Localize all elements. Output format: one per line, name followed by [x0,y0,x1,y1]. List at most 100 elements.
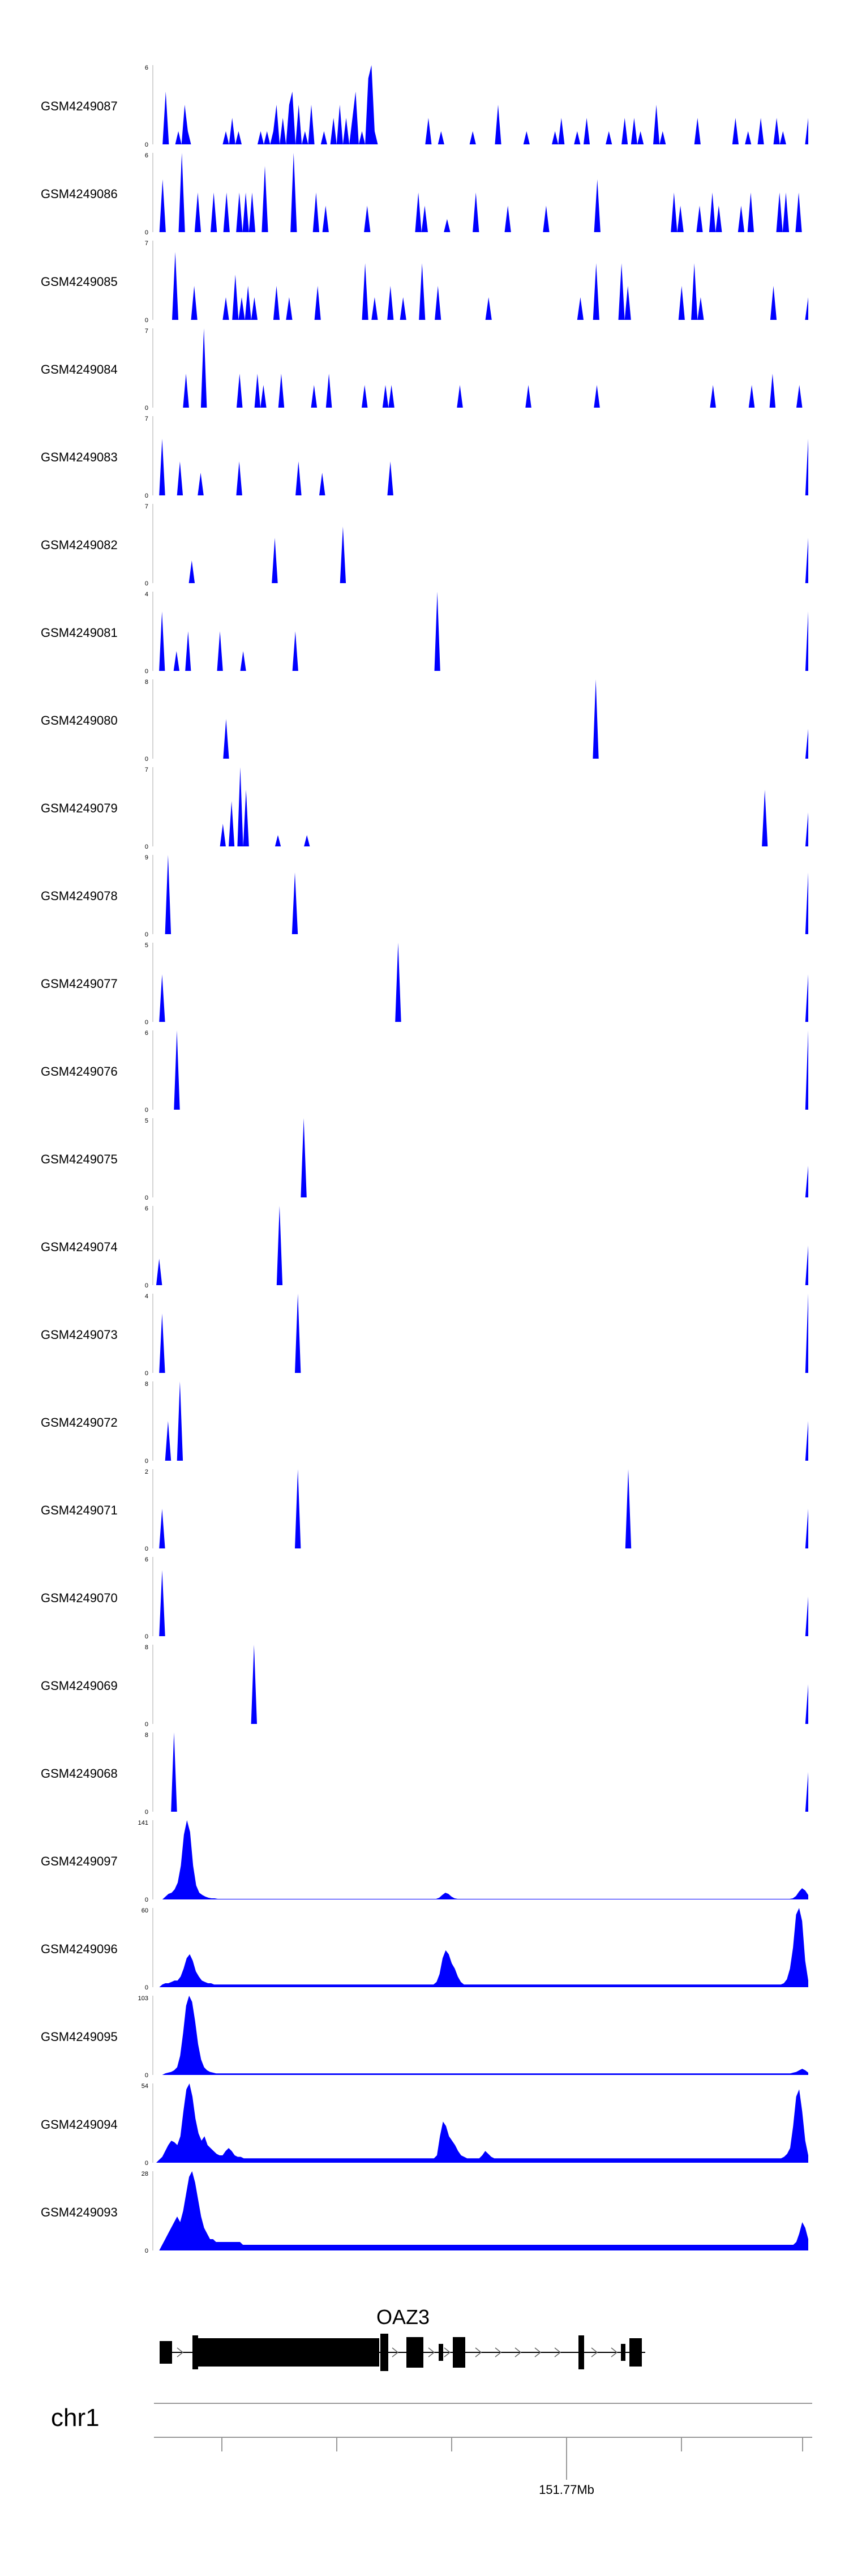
gene-exon [621,2344,625,2361]
coverage-area [156,855,808,934]
track-ymax-label: 5 [145,1118,148,1124]
track-zero-label: 0 [145,668,148,675]
track-ymax-label: 7 [145,767,148,773]
track-zero-label: 0 [145,931,148,938]
coverage-area [156,1645,808,1724]
coverage-track: GSM4249094 54 0 [41,2083,808,2167]
track-ymax-label: 2 [145,1469,148,1475]
coverage-area [156,1118,808,1197]
chromosome-ideogram: chr1 151.77Mb [51,2403,812,2497]
track-zero-label: 0 [145,1633,148,1640]
intron-arrow [495,2347,502,2357]
track-zero-label: 0 [145,317,148,324]
coverage-track: GSM4249078 9 0 [41,854,808,938]
coverage-area [156,153,808,232]
track-zero-label: 0 [145,1546,148,1552]
track-zero-label: 0 [145,844,148,850]
track-label: GSM4249076 [41,1064,118,1079]
coverage-track: GSM4249085 7 0 [41,240,808,324]
axis-tick-label: 151.77Mb [539,2483,594,2497]
coverage-track: GSM4249080 8 0 [41,679,808,763]
coverage-area [156,767,808,846]
gene-exon [629,2338,642,2367]
coverage-area [156,592,808,671]
track-label: GSM4249070 [41,1591,118,1605]
track-label: GSM4249083 [41,450,118,464]
track-ymax-label: 8 [145,1732,148,1739]
track-label: GSM4249094 [41,2117,118,2132]
coverage-track: GSM4249095 103 0 [41,1995,808,2079]
coverage-area [156,2171,808,2250]
coverage-track: GSM4249072 8 0 [41,1381,808,1465]
gene-exon [160,2341,172,2364]
coverage-area [156,943,808,1022]
gene-exon [406,2337,423,2368]
track-zero-label: 0 [145,405,148,412]
track-zero-label: 0 [145,1721,148,1728]
track-zero-label: 0 [145,1897,148,1903]
track-ymax-label: 8 [145,679,148,686]
track-label: GSM4249096 [41,1942,118,1956]
gene-model: OAZ3 [160,2305,645,2371]
coverage-area [156,1294,808,1373]
coverage-area [156,679,808,759]
track-zero-label: 0 [145,229,148,236]
coverage-area [156,1469,808,1548]
track-zero-label: 0 [145,2248,148,2254]
coverage-track: GSM4249096 60 0 [41,1907,808,1991]
gene-exon [453,2337,465,2368]
track-label: GSM4249084 [41,362,118,376]
track-ymax-label: 4 [145,1293,148,1300]
coverage-track: GSM4249084 7 0 [41,328,808,412]
chromosome-label: chr1 [51,2404,100,2432]
track-ymax-label: 9 [145,854,148,861]
coverage-track: GSM4249097 141 0 [41,1820,808,1903]
track-zero-label: 0 [145,1107,148,1114]
intron-arrows [177,2347,618,2357]
coverage-area [156,65,808,144]
intron-arrow [177,2347,184,2357]
coverage-track: GSM4249077 5 0 [41,942,808,1026]
track-label: GSM4249087 [41,99,118,113]
track-zero-label: 0 [145,1195,148,1201]
gene-exon [380,2334,388,2371]
coverage-area [156,2083,808,2163]
track-label: GSM4249086 [41,187,118,201]
coverage-track: GSM4249093 28 0 [41,2171,808,2254]
track-ymax-label: 6 [145,152,148,159]
coverage-track: GSM4249069 8 0 [41,1644,808,1728]
track-ymax-label: 6 [145,1030,148,1037]
track-zero-label: 0 [145,1809,148,1816]
track-label: GSM4249069 [41,1679,118,1693]
track-ymax-label: 5 [145,942,148,949]
coverage-area [156,1030,808,1110]
coverage-area [156,1381,808,1461]
track-label: GSM4249093 [41,2205,118,2219]
intron-arrow [444,2347,451,2357]
track-zero-label: 0 [145,580,148,587]
track-ymax-label: 8 [145,1381,148,1388]
track-ymax-label: 7 [145,240,148,247]
track-zero-label: 0 [145,142,148,148]
coverage-track: GSM4249082 7 0 [41,503,808,587]
coverage-area [156,252,808,320]
track-ymax-label: 7 [145,328,148,335]
track-label: GSM4249080 [41,713,118,728]
track-ymax-label: 7 [145,503,148,510]
coverage-tracks: GSM424908760GSM424908660GSM424908570GSM4… [41,65,808,2254]
track-label: GSM4249075 [41,1152,118,1166]
gene-exon [578,2335,584,2369]
coverage-track: GSM4249068 8 0 [41,1732,808,1816]
coverage-track: GSM4249075 5 0 [41,1118,808,1201]
track-zero-label: 0 [145,1458,148,1465]
gene-exon [192,2335,198,2369]
coverage-area [156,1996,808,2075]
track-label: GSM4249074 [41,1240,118,1254]
track-label: GSM4249079 [41,801,118,815]
coverage-area [156,439,808,495]
track-ymax-label: 6 [145,65,148,71]
track-ymax-label: 7 [145,416,148,422]
intron-arrow [534,2347,542,2357]
coverage-track: GSM4249087 6 0 [41,65,808,148]
